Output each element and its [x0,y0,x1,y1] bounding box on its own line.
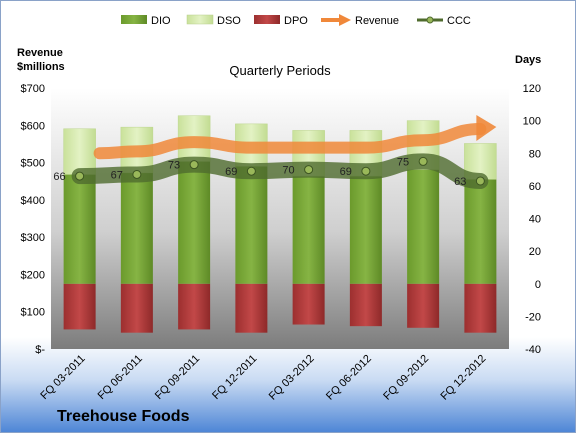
bar-dio [235,166,268,284]
x-tick-group: FQ 03-2011 FQ 06-2011 FQ 09-2011 FQ 12-2011… [38,353,488,403]
ccc-data-label: 66 [53,171,65,183]
x-tick-label: FQ 03-2012 [267,353,317,403]
lines-group: 66 67 73 69 70 69 75 63 [53,115,497,189]
company-name: Treehouse Foods [57,408,190,425]
legend-swatch-ccc [417,16,443,24]
ccc-point [361,166,371,176]
y-left-tick-label: $400 [21,195,45,207]
legend-swatch-dio [121,15,147,24]
plot-area [51,88,509,349]
y-left-tick-label: $300 [21,232,45,244]
ccc-point [246,166,256,176]
y-left-tick-label: $200 [21,269,45,281]
revenue-line [93,123,487,160]
legend-label-dio: DIO [151,15,171,27]
ccc-point [75,171,85,181]
y-left-tick-label: $500 [21,158,45,170]
ccc-data-label: 75 [397,156,409,168]
y-right-tick-label: 80 [529,148,541,160]
bar-dio [178,161,211,284]
ccc-data-label: 67 [111,169,123,181]
chart-subtitle: Quarterly Periods [229,63,331,78]
legend-label-revenue: Revenue [355,15,399,27]
ccc-point [189,160,199,170]
y-left-title-line2: $millions [17,61,65,73]
bar-dio [292,176,325,284]
y-right-tick-label: -40 [525,344,541,356]
y-right-tick-label: 0 [535,279,541,291]
bar-dpo [407,283,440,328]
y-right-tick-label: 40 [529,214,541,226]
ccc-data-label: 69 [340,166,352,178]
legend-label-dso: DSO [217,15,241,27]
bar-dpo [63,283,96,330]
ccc-data-label: 69 [225,166,237,178]
x-tick-label: FQ 06-2011 [96,353,145,402]
ccc-point [418,156,428,166]
x-tick-label: FQ 09-2011 [153,353,202,402]
y-right-tick-label: 100 [523,116,541,128]
bar-dpo [178,283,211,330]
y-left-tick-group: $- $100 $200 $300 $400 $500 $600 $700 [21,83,46,356]
x-tick-label: FQ 12-2011 [210,353,259,402]
revenue-arrowhead [476,115,497,142]
y-left-title-line1: Revenue [17,47,63,59]
y-right-title: Days [515,54,541,66]
bar-dpo [292,283,325,325]
bar-dio [407,169,440,284]
bar-dpo [464,283,497,333]
y-right-tick-label: 120 [523,83,541,95]
bar-dio [464,179,497,284]
bar-dpo [349,283,382,327]
legend-label-ccc: CCC [447,15,471,27]
ccc-point [132,169,142,179]
x-tick-label: FQ 09-2012 [381,353,431,403]
legend-swatch-revenue [321,14,351,26]
x-tick-label: FQ 06-2012 [324,353,374,403]
y-right-tick-label: 20 [529,246,541,258]
ccc-point [475,176,485,186]
y-right-tick-label: 60 [529,181,541,193]
ccc-data-label: 73 [168,160,180,172]
y-left-tick-label: $600 [21,120,45,132]
y-left-tick-label: $- [35,344,45,356]
x-tick-label: FQ 12-2012 [439,353,489,403]
bar-dio [349,176,382,284]
y-right-tick-label: -20 [525,311,541,323]
ccc-data-label: 70 [282,165,294,177]
x-tick-label: FQ 03-2011 [38,353,87,402]
ccc-point [304,165,314,175]
bar-dpo [120,283,153,333]
bar-dso [63,128,96,175]
y-right-tick-group: -40 -20 0 20 40 60 80 100 120 [523,83,541,356]
legend-swatch-dso [186,14,214,25]
legend: DIO DSO DPO Revenue CCC [121,14,471,27]
legend-swatch-dpo [254,15,280,24]
ccc-data-label: 63 [454,176,466,188]
bar-dio [63,174,96,284]
legend-label-dpo: DPO [284,15,308,27]
y-left-tick-label: $100 [21,307,45,319]
bar-dio [120,172,153,284]
y-left-tick-label: $700 [21,83,45,95]
bar-dpo [235,283,268,333]
